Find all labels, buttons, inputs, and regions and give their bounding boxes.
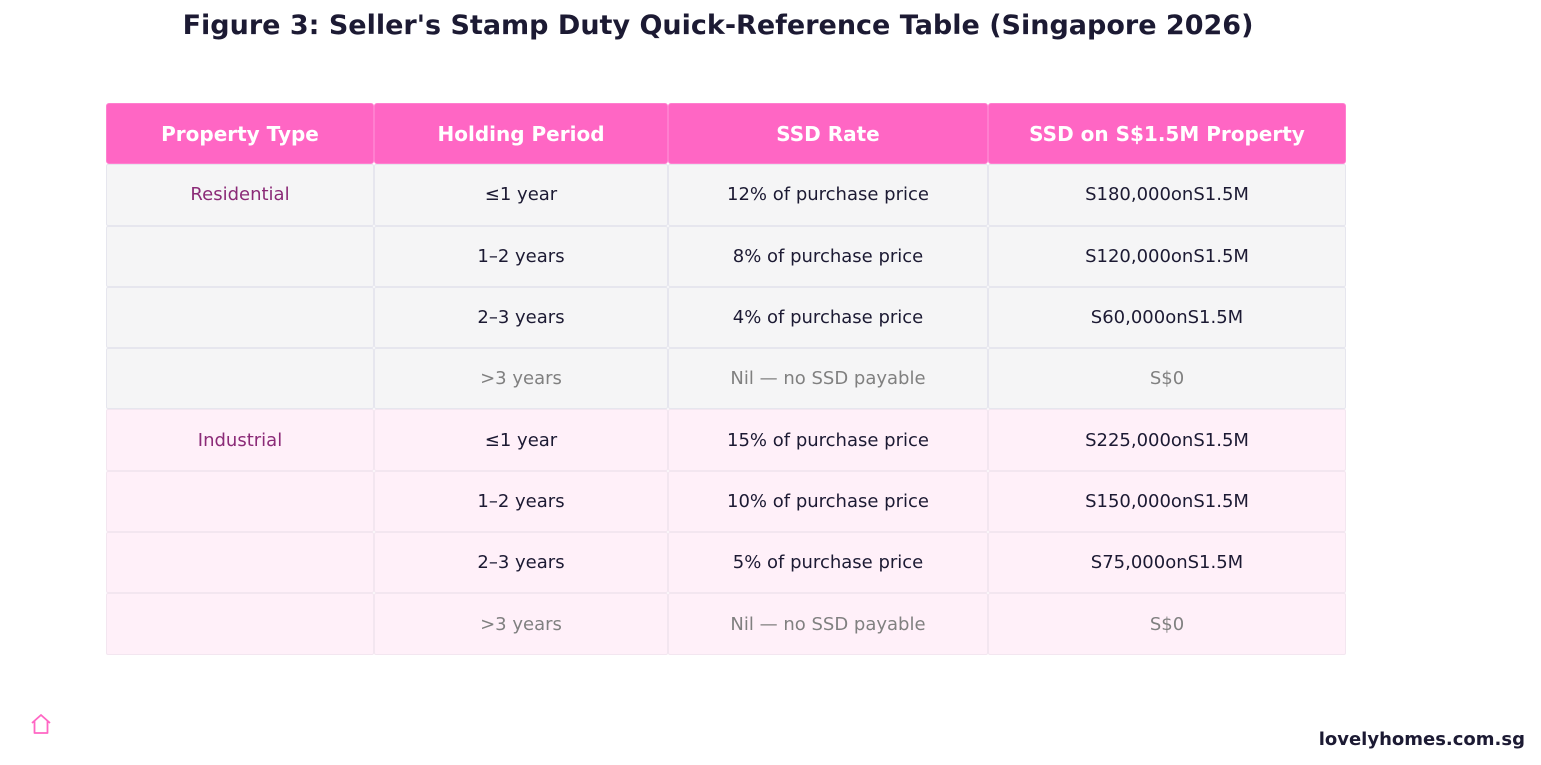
cell-ssd-amount: S75,000onS1.5M <box>988 532 1346 594</box>
cell-holding-period: 1–2 years <box>374 225 668 287</box>
page-title: Figure 3: Seller's Stamp Duty Quick-Refe… <box>182 10 1254 41</box>
cell-ssd-rate: 15% of purchase price <box>668 409 988 471</box>
cell-ssd-rate: 4% of purchase price <box>668 286 988 349</box>
brand-watermark: lovelyhomes.com.sg <box>1318 729 1525 750</box>
cell-property-type <box>106 593 374 655</box>
cell-ssd-rate: 10% of purchase price <box>668 470 988 533</box>
cell-property-type <box>106 470 374 533</box>
cell-ssd-amount: S120,000onS1.5M <box>988 225 1346 287</box>
cell-property-type <box>106 225 374 287</box>
cell-ssd-rate: 5% of purchase price <box>668 532 988 594</box>
cell-property-type: Industrial <box>106 409 374 471</box>
cell-property-type: Residential <box>106 164 374 226</box>
header-property-type: Property Type <box>106 103 374 165</box>
cell-ssd-amount: S60,000onS1.5M <box>988 286 1346 349</box>
cell-property-type <box>106 532 374 594</box>
cell-holding-period: >3 years <box>374 593 668 655</box>
table-row: 1–2 years 8% of purchase price S120,000o… <box>106 225 1346 287</box>
cell-holding-period: ≤1 year <box>374 409 668 471</box>
cell-ssd-rate: 12% of purchase price <box>668 164 988 226</box>
table-row: >3 years Nil — no SSD payable S$0 <box>106 348 1346 410</box>
header-holding-period: Holding Period <box>374 103 668 165</box>
cell-ssd-amount: S$0 <box>988 593 1346 655</box>
header-ssd-rate: SSD Rate <box>668 103 988 165</box>
table-header-row: Property Type Holding Period SSD Rate SS… <box>106 103 1346 165</box>
cell-ssd-amount: S225,000onS1.5M <box>988 409 1346 471</box>
table-row: 2–3 years 4% of purchase price S60,000on… <box>106 286 1346 349</box>
house-icon <box>29 712 53 736</box>
cell-ssd-rate: Nil — no SSD payable <box>668 348 988 410</box>
cell-property-type <box>106 348 374 410</box>
cell-ssd-rate: Nil — no SSD payable <box>668 593 988 655</box>
cell-holding-period: 2–3 years <box>374 286 668 349</box>
cell-ssd-amount: S150,000onS1.5M <box>988 470 1346 533</box>
cell-holding-period: ≤1 year <box>374 164 668 226</box>
table-row: 2–3 years 5% of purchase price S75,000on… <box>106 532 1346 594</box>
cell-holding-period: 1–2 years <box>374 470 668 533</box>
cell-property-type <box>106 286 374 349</box>
header-ssd-amount: SSD on S$1.5M Property <box>988 103 1346 165</box>
cell-holding-period: 2–3 years <box>374 532 668 594</box>
cell-ssd-amount: S$0 <box>988 348 1346 410</box>
table-row: 1–2 years 10% of purchase price S150,000… <box>106 470 1346 533</box>
cell-ssd-rate: 8% of purchase price <box>668 225 988 287</box>
table-row: Residential ≤1 year 12% of purchase pric… <box>106 164 1346 226</box>
table-row: >3 years Nil — no SSD payable S$0 <box>106 593 1346 655</box>
table-row: Industrial ≤1 year 15% of purchase price… <box>106 409 1346 471</box>
cell-holding-period: >3 years <box>374 348 668 410</box>
cell-ssd-amount: S180,000onS1.5M <box>988 164 1346 226</box>
ssd-table: Property Type Holding Period SSD Rate SS… <box>106 103 1346 655</box>
